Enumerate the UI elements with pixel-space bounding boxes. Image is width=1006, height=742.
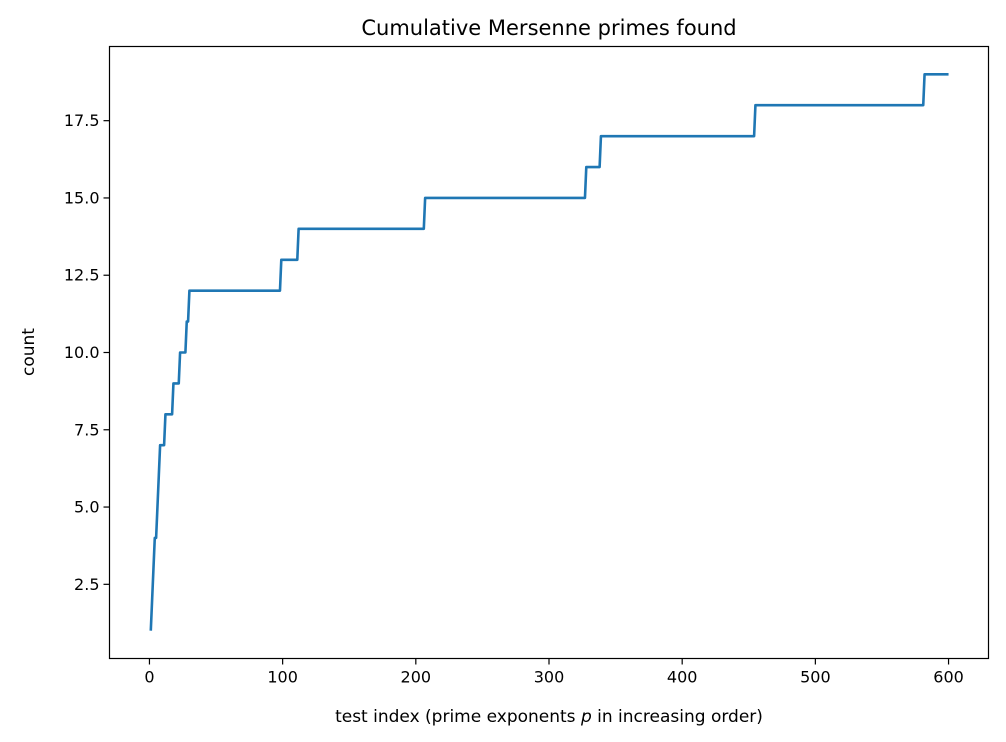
chart-title: Cumulative Mersenne primes found bbox=[361, 16, 736, 40]
y-tick-label: 17.5 bbox=[64, 111, 100, 130]
y-tick-label: 2.5 bbox=[74, 575, 99, 594]
plot-frame bbox=[108, 45, 990, 660]
y-axis: 2.5 5.0 7.5 10.0 12.5 15.0 17.5 bbox=[64, 111, 110, 594]
x-tick-label: 200 bbox=[401, 668, 432, 687]
y-tick-label: 5.0 bbox=[74, 498, 99, 517]
x-axis-label-variable: p bbox=[580, 707, 592, 727]
x-tick-label: 400 bbox=[667, 668, 698, 687]
x-tick-label: 100 bbox=[267, 668, 298, 687]
x-axis: 0 100 200 300 400 500 600 bbox=[144, 658, 964, 687]
y-tick-label: 7.5 bbox=[74, 420, 99, 439]
x-axis-label: test index (prime exponents p in increas… bbox=[335, 707, 763, 727]
x-axis-label-part-1: test index (prime exponents bbox=[335, 707, 581, 727]
y-tick-label: 15.0 bbox=[64, 188, 100, 207]
x-axis-label-part-2: in increasing order) bbox=[592, 707, 763, 727]
y-tick-label: 12.5 bbox=[64, 266, 100, 285]
y-tick-label: 10.0 bbox=[64, 343, 100, 362]
x-tick-label: 0 bbox=[144, 668, 154, 687]
x-tick-label: 600 bbox=[933, 668, 964, 687]
series-layer bbox=[149, 73, 949, 631]
y-axis-label: count bbox=[19, 328, 39, 376]
plot-area bbox=[108, 45, 990, 660]
series-line bbox=[149, 73, 949, 631]
x-tick-label: 500 bbox=[800, 668, 831, 687]
x-tick-label: 300 bbox=[534, 668, 565, 687]
